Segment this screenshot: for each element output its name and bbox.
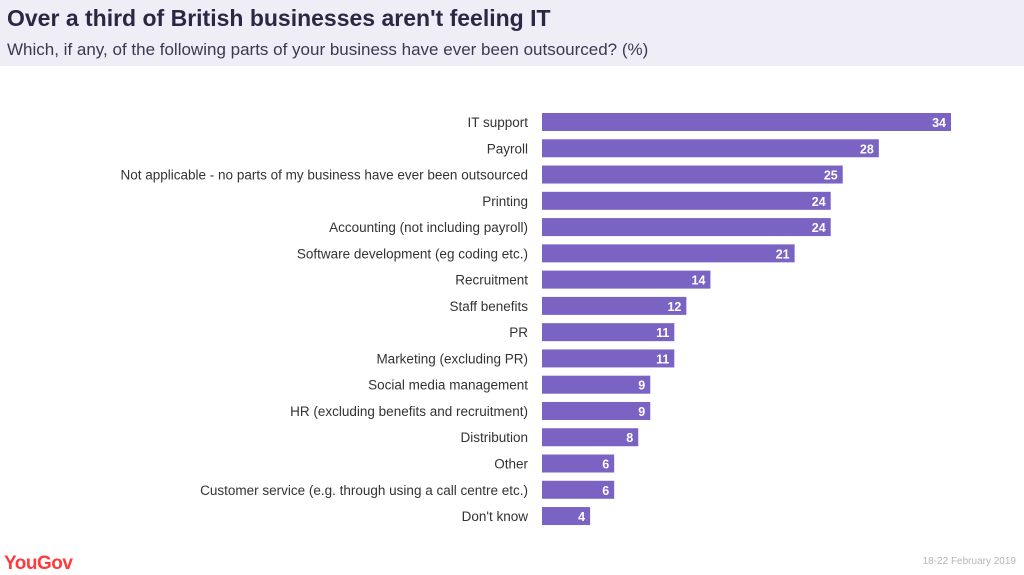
- bar: [542, 270, 711, 289]
- bar: [542, 139, 879, 158]
- bar: [542, 507, 591, 526]
- bar: [542, 375, 651, 394]
- category-label: Staff benefits: [449, 299, 528, 314]
- bar: [542, 401, 651, 420]
- category-label: Printing: [482, 194, 528, 209]
- bar: [542, 323, 675, 342]
- category-label: PR: [509, 325, 528, 340]
- category-label: Other: [494, 457, 528, 472]
- value-label: 6: [602, 484, 609, 498]
- category-label: Customer service (e.g. through using a c…: [200, 483, 528, 498]
- chart-title: Over a third of British businesses aren'…: [7, 5, 551, 31]
- category-label: IT support: [467, 115, 528, 130]
- category-label: HR (excluding benefits and recruitment): [290, 404, 528, 419]
- category-label: Payroll: [487, 141, 528, 156]
- bar: [542, 454, 615, 473]
- value-label: 12: [667, 300, 681, 314]
- value-label: 28: [860, 142, 874, 156]
- category-label: Social media management: [368, 378, 528, 393]
- value-label: 21: [776, 247, 790, 261]
- category-label: Don't know: [462, 509, 529, 524]
- bar: [542, 349, 675, 368]
- category-label: Accounting (not including payroll): [329, 220, 528, 235]
- value-label: 6: [602, 458, 609, 472]
- value-label: 34: [932, 116, 946, 130]
- value-label: 24: [812, 221, 826, 235]
- value-label: 4: [578, 510, 585, 524]
- bar: [542, 428, 639, 447]
- bar: [542, 113, 951, 131]
- chart-subtitle: Which, if any, of the following parts of…: [7, 40, 649, 59]
- category-label: Software development (eg coding etc.): [297, 246, 528, 261]
- bar: [542, 191, 831, 210]
- bar: [542, 480, 615, 499]
- value-label: 14: [692, 274, 706, 288]
- category-label: Marketing (excluding PR): [376, 351, 528, 366]
- category-label: Recruitment: [455, 273, 528, 288]
- bar: [542, 296, 687, 315]
- bar: [542, 218, 831, 237]
- value-label: 9: [638, 405, 645, 419]
- value-label: 11: [656, 326, 669, 340]
- value-label: 9: [638, 379, 645, 393]
- value-label: 11: [656, 352, 669, 366]
- category-label: Not applicable - no parts of my business…: [121, 168, 529, 183]
- header: Over a third of British businesses aren'…: [0, 0, 1024, 66]
- fieldwork-date: 18-22 February 2019: [922, 556, 1016, 567]
- bar: [542, 165, 843, 184]
- value-label: 25: [824, 169, 838, 183]
- category-label: Distribution: [460, 430, 528, 445]
- yougov-logo: YouGov: [4, 553, 73, 574]
- value-label: 8: [626, 431, 633, 445]
- bar: [542, 244, 795, 263]
- value-label: 24: [812, 195, 826, 209]
